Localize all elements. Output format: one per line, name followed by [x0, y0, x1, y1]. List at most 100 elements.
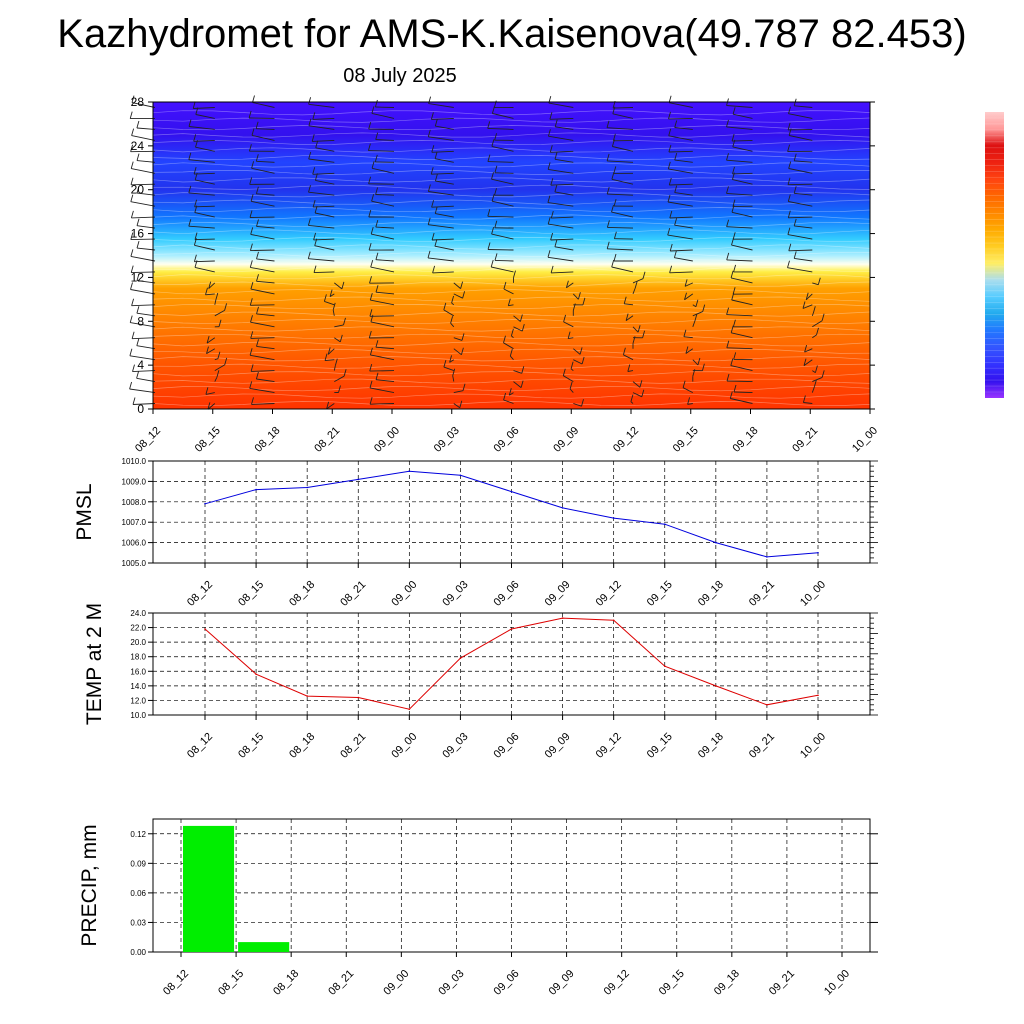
wind-barb-flag — [188, 152, 192, 160]
wind-barb — [674, 127, 693, 130]
wind-barb-flag — [611, 172, 615, 180]
wind-barb — [428, 103, 454, 108]
wind-barb — [327, 348, 335, 355]
contour-line — [152, 274, 871, 280]
wind-barb — [566, 282, 574, 289]
contour-line — [152, 401, 871, 407]
wind-barb — [674, 257, 693, 262]
contour-line — [152, 132, 871, 138]
temp-ytick-label: 10.0 — [130, 711, 146, 720]
wind-barb — [208, 282, 216, 289]
wind-barb — [435, 213, 454, 218]
wind-barb-flag — [313, 265, 317, 273]
wind-barb — [692, 320, 696, 327]
wind-barb — [250, 266, 275, 273]
wind-barb — [132, 337, 156, 340]
temp-xtick-label: 10_00 — [798, 731, 828, 761]
wind-barb-flag — [732, 319, 736, 327]
wind-barb-flag — [256, 306, 259, 315]
wind-barb-flag — [434, 118, 438, 127]
wind-barb — [787, 267, 813, 273]
wind-barb-flag — [249, 260, 253, 268]
wind-barb-flag — [611, 259, 615, 268]
contour-line — [152, 222, 871, 228]
wind-barb — [371, 233, 395, 240]
wind-barb-flag — [217, 351, 221, 359]
wind-barb — [551, 271, 574, 274]
temp-xtick-label: 08_12 — [185, 731, 215, 761]
wind-barb — [788, 168, 813, 174]
wind-barb — [314, 245, 335, 251]
wind-barb-flag — [491, 194, 495, 202]
pmsl-ytick-label: 1008.0 — [122, 498, 147, 507]
temp-data-point — [510, 628, 513, 630]
contour-line — [152, 333, 871, 339]
wind-barb-flag — [329, 289, 333, 297]
contour-line — [152, 363, 871, 369]
wind-barb-flag — [613, 231, 617, 239]
wind-barb-flag — [494, 165, 498, 173]
wind-barb — [375, 259, 395, 262]
wind-barb-flag — [487, 154, 491, 162]
wind-barb — [375, 379, 395, 383]
wind-barb — [324, 300, 335, 306]
wind-barb — [487, 249, 514, 251]
wind-barb — [431, 150, 454, 153]
wind-barb-flag — [375, 252, 379, 260]
chart-title: Kazhydromet for AMS-K.Kaisenova(49.787 8… — [57, 12, 967, 56]
heatmap-xtick-label: 08_12 — [133, 425, 163, 455]
wind-barb-flag — [215, 292, 219, 301]
wind-barb-flag — [188, 185, 192, 194]
pmsl-panel: 1005.0 1006.0 1007.0 1008.0 1009.0 1010.0 08_1… — [73, 457, 878, 609]
wind-barb — [136, 247, 156, 251]
colorbar-fill — [985, 112, 1004, 398]
wind-barb — [435, 125, 454, 130]
wind-barb — [131, 102, 156, 108]
wind-barb — [513, 315, 521, 322]
wind-barb-flag — [787, 227, 791, 235]
wind-barb-flag — [554, 239, 558, 247]
wind-barb — [214, 358, 219, 361]
temp-ytick-label: 22.0 — [130, 624, 146, 633]
wind-barb — [550, 183, 574, 186]
pmsl-xtick-label: 08_15 — [236, 579, 266, 609]
wind-barb — [612, 146, 634, 152]
wind-barb — [315, 212, 335, 218]
wind-barb-flag — [462, 383, 466, 391]
wind-barb-flag — [668, 144, 672, 153]
precip-ytick-label: 0.12 — [130, 830, 146, 839]
wind-barb-flag — [369, 397, 373, 405]
wind-barb-flag — [250, 281, 254, 290]
wind-barb — [632, 278, 644, 284]
wind-barb — [731, 299, 753, 306]
wind-barb — [250, 288, 275, 295]
wind-barb — [731, 211, 753, 218]
wind-barb-flag — [252, 95, 255, 103]
wind-barb — [611, 266, 634, 273]
heatmap-xtick-label: 08_15 — [193, 425, 223, 455]
wind-barb — [684, 282, 693, 287]
wind-barb — [683, 336, 693, 339]
wind-barb — [312, 172, 335, 175]
wind-barb-flag — [554, 184, 558, 193]
wind-barb — [129, 388, 156, 394]
wind-barb — [370, 321, 395, 328]
wind-barb-flag — [131, 95, 135, 103]
wind-barbs — [129, 95, 825, 410]
temp-ytick-label: 20.0 — [130, 638, 146, 647]
wind-barb — [453, 348, 462, 356]
wind-barb-flag — [521, 366, 525, 374]
wind-barb — [206, 348, 216, 354]
wind-barb — [193, 139, 215, 142]
wind-barb-flag — [814, 365, 818, 373]
wind-barb — [726, 192, 753, 196]
wind-barb-flag — [136, 153, 140, 161]
wind-barb-flag — [250, 194, 254, 202]
wind-barb-flag — [248, 110, 252, 119]
wind-barb — [452, 375, 455, 382]
wind-barb-flag — [669, 243, 673, 252]
heatmap-ytick-label: 4 — [137, 358, 144, 372]
wind-barb — [491, 145, 514, 152]
wind-barb-flag — [733, 264, 737, 273]
